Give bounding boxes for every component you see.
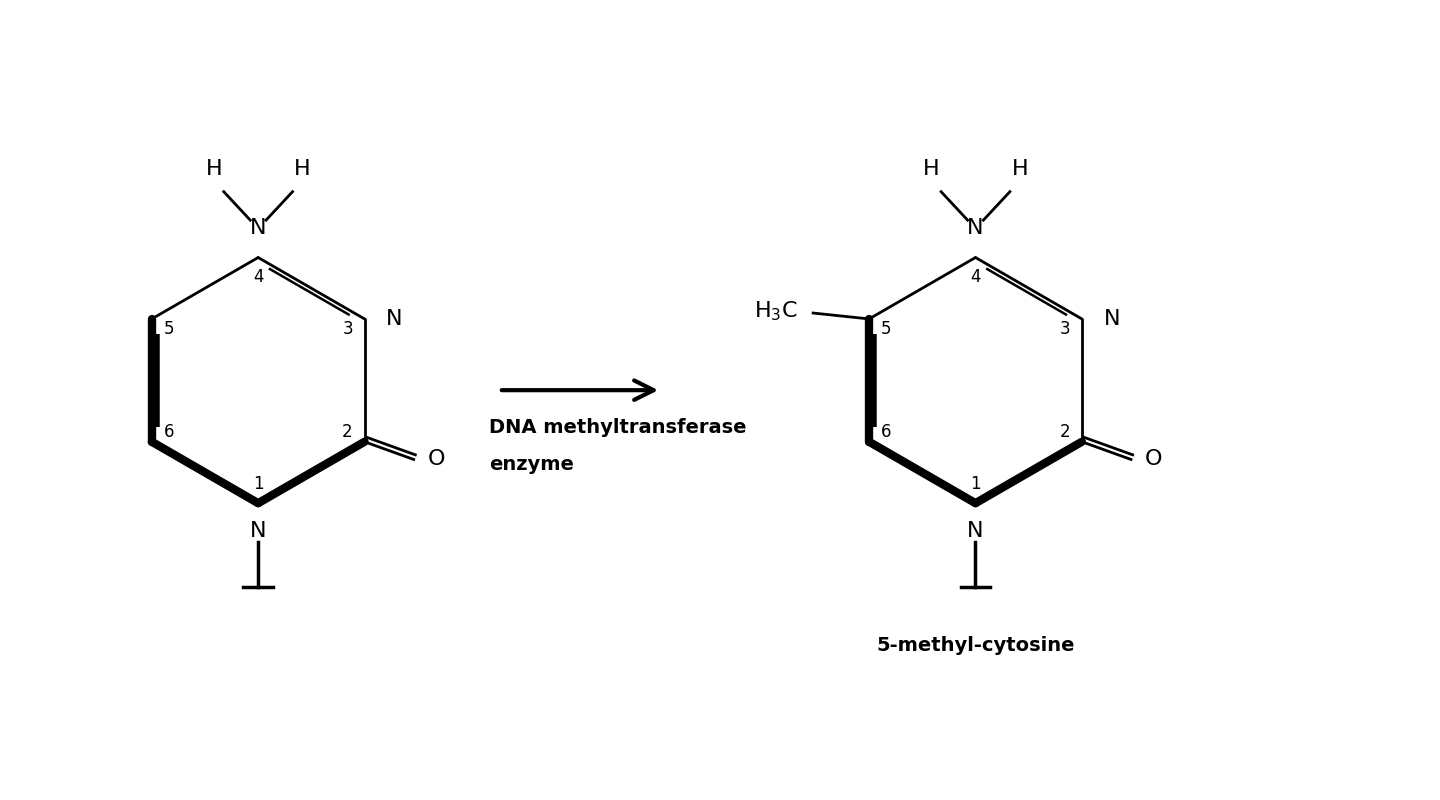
Text: N: N xyxy=(968,218,984,238)
Text: 2: 2 xyxy=(343,423,353,441)
Text: 5: 5 xyxy=(164,320,174,338)
Text: DNA methyltransferase: DNA methyltransferase xyxy=(490,418,746,437)
Text: 5-methyl-cytosine: 5-methyl-cytosine xyxy=(876,636,1074,655)
Text: 4: 4 xyxy=(971,268,981,286)
Text: H: H xyxy=(206,159,222,179)
Text: 3: 3 xyxy=(1060,320,1070,338)
Text: N: N xyxy=(251,521,266,541)
Text: 3: 3 xyxy=(343,320,353,338)
Text: 4: 4 xyxy=(253,268,264,286)
Text: H$_3$C: H$_3$C xyxy=(753,299,798,323)
Text: N: N xyxy=(251,218,266,238)
Text: N: N xyxy=(386,309,403,329)
Text: O: O xyxy=(1145,450,1162,470)
Text: 1: 1 xyxy=(253,474,264,493)
Text: 6: 6 xyxy=(881,423,891,441)
Text: H: H xyxy=(1011,159,1028,179)
Text: 1: 1 xyxy=(971,474,981,493)
Text: N: N xyxy=(968,521,984,541)
Text: enzyme: enzyme xyxy=(490,455,575,474)
Text: H: H xyxy=(294,159,311,179)
Text: 5: 5 xyxy=(881,320,891,338)
Text: 2: 2 xyxy=(1060,423,1070,441)
Text: H: H xyxy=(923,159,939,179)
Text: O: O xyxy=(428,450,445,470)
Text: N: N xyxy=(1103,309,1120,329)
Text: 6: 6 xyxy=(164,423,174,441)
